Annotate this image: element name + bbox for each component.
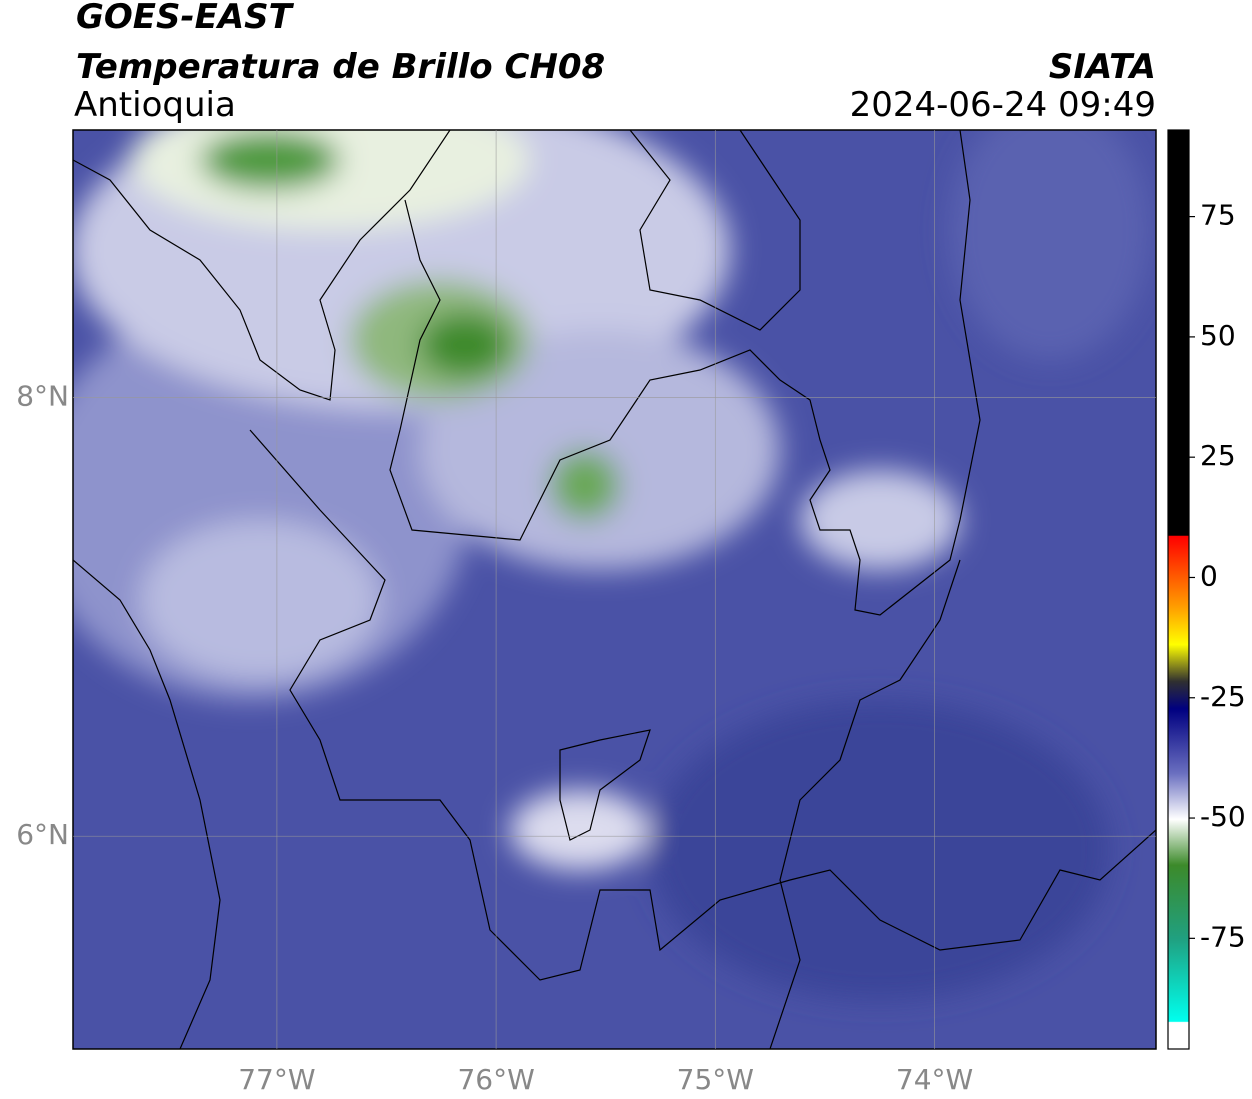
datetime: 2024-06-24 09:49 [850,85,1156,125]
coast [73,130,451,401]
boundary [769,559,961,1049]
boundary [389,130,981,616]
x-tick-label: 77°W [238,1063,315,1096]
colorbar-label: 25 [1200,439,1236,472]
source: SIATA [1049,47,1156,87]
map [73,130,1156,1049]
region: Antioquia [74,85,236,125]
x-tick-label: 74°W [896,1063,973,1096]
y-tick-label: 8°N [16,380,69,413]
cloud-field [73,130,1150,1000]
subtitle: Temperatura de Brillo CH08 [76,47,605,87]
boundary [559,729,651,841]
colorbar [1167,129,1190,1050]
title: GOES-EAST [76,0,295,37]
y-tick-label: 6°N [16,818,69,851]
colorbar-label: -25 [1200,680,1246,713]
boundary [629,130,801,331]
colorbar-label: 0 [1200,559,1218,592]
map-frame [72,129,1157,1050]
coast [73,559,221,1049]
x-tick-label: 76°W [457,1063,534,1096]
boundary [249,429,1156,981]
colorbar-label: 50 [1200,319,1236,352]
x-tick-label: 75°W [677,1063,754,1096]
colorbar-label: -75 [1200,920,1246,953]
colorbar-label: -50 [1200,800,1246,833]
colorbar-label: 75 [1200,199,1236,232]
